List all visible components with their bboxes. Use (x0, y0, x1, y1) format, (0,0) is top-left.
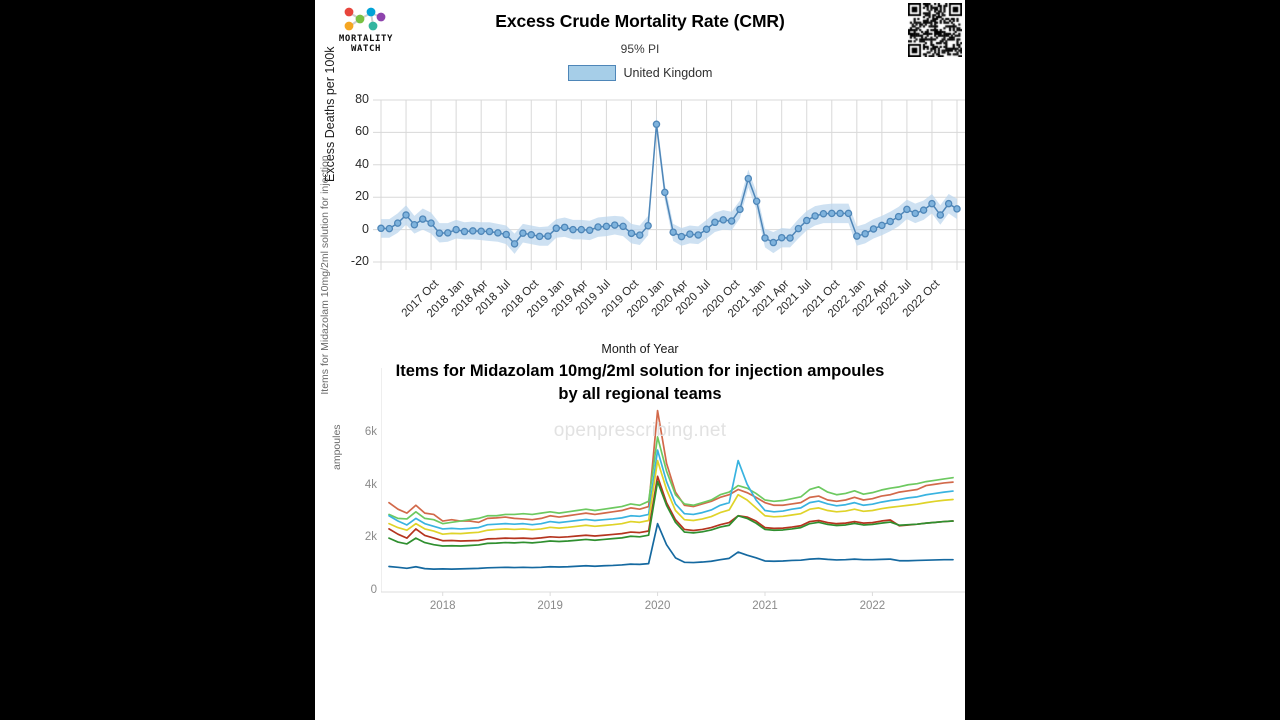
chart2-x-tick-label: 2018 (429, 600, 456, 612)
chart2-x-tick-label: 2021 (752, 600, 778, 612)
logo-molecule-icon (344, 7, 386, 31)
logo-wordmark-line1: MORTALITY (338, 34, 394, 44)
chart1-x-axis-label: Month of Year (601, 342, 679, 356)
chart2-title-line2: by all regional teams (558, 385, 722, 403)
legend-swatch-united-kingdom (567, 65, 616, 81)
chart2-y-axis-label-cont: ampoules (331, 424, 343, 470)
excess-cmr-chart: Excess Deaths per 100k -20 0 20 40 60 80 2017… (315, 47, 965, 360)
legend-label-united-kingdom: United Kingdom (623, 66, 713, 80)
content-column: MORTALITY WATCH Excess Crude Mortality R… (315, 0, 965, 720)
chart1-y-tick-label: 80 (355, 92, 369, 106)
mortality-watch-logo: MORTALITY WATCH (329, 4, 403, 58)
chart2-y-tick-label: 2k (364, 531, 377, 544)
midazolam-items-chart: Items for Midazolam 10mg/2ml solution fo… (315, 155, 965, 720)
chart1-title: Excess Crude Mortality Rate (CMR) (495, 11, 785, 31)
chart1-legend: United Kingdom (315, 65, 965, 81)
chart1-plot-area (373, 99, 965, 270)
chart1-y-tick-label: 0 (362, 221, 369, 236)
chart1-y-tick-label: 60 (355, 124, 369, 139)
chart1-y-tick-label: -20 (350, 254, 369, 268)
chart2-y-tick-label: 6k (364, 426, 377, 439)
qr-code-icon[interactable] (908, 3, 962, 57)
chart1-y-tick-label: 20 (355, 189, 369, 204)
chart2-plot-area (381, 368, 965, 596)
logo-dots-icon (329, 4, 403, 34)
chart1-subtitle: 95% PI (620, 42, 660, 56)
chart1-header: MORTALITY WATCH Excess Crude Mortality R… (315, 0, 965, 92)
chart2-y-tick-label: 0 (370, 584, 377, 596)
chart2-x-tick-label: 2019 (537, 600, 563, 612)
chart2-x-tick-label: 2022 (859, 600, 886, 612)
chart2-y-tick-label: 4k (364, 478, 377, 491)
chart2-title-line1: Items for Midazolam 10mg/2ml solution fo… (395, 362, 885, 380)
logo-wordmark-line2: WATCH (350, 44, 382, 54)
chart2-x-tick-label: 2020 (644, 600, 671, 612)
chart2-y-axis-label: Items for Midazolam 10mg/2ml solution fo… (319, 155, 331, 395)
chart2-title: Items for Midazolam 10mg/2ml solution fo… (345, 360, 935, 406)
chart1-y-tick-label: 40 (355, 156, 369, 171)
